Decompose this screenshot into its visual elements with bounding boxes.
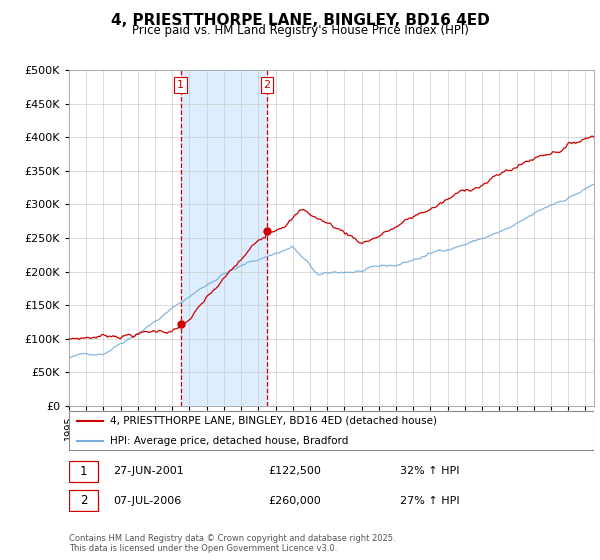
Text: £260,000: £260,000	[269, 496, 321, 506]
FancyBboxPatch shape	[69, 490, 98, 511]
Text: 2: 2	[263, 80, 271, 90]
Text: 27-JUN-2001: 27-JUN-2001	[113, 466, 184, 476]
Text: 27% ↑ HPI: 27% ↑ HPI	[400, 496, 460, 506]
Text: 32% ↑ HPI: 32% ↑ HPI	[400, 466, 459, 476]
FancyBboxPatch shape	[69, 411, 594, 450]
Text: 1: 1	[177, 80, 184, 90]
Text: Price paid vs. HM Land Registry's House Price Index (HPI): Price paid vs. HM Land Registry's House …	[131, 24, 469, 37]
Text: 2: 2	[80, 494, 88, 507]
FancyBboxPatch shape	[69, 461, 98, 482]
Text: 07-JUL-2006: 07-JUL-2006	[113, 496, 182, 506]
Text: £122,500: £122,500	[269, 466, 322, 476]
Text: HPI: Average price, detached house, Bradford: HPI: Average price, detached house, Brad…	[110, 436, 349, 446]
Bar	[181, 70, 267, 406]
Text: 4, PRIESTTHORPE LANE, BINGLEY, BD16 4ED: 4, PRIESTTHORPE LANE, BINGLEY, BD16 4ED	[110, 13, 490, 28]
Text: Contains HM Land Registry data © Crown copyright and database right 2025.
This d: Contains HM Land Registry data © Crown c…	[69, 534, 395, 553]
Text: 4, PRIESTTHORPE LANE, BINGLEY, BD16 4ED (detached house): 4, PRIESTTHORPE LANE, BINGLEY, BD16 4ED …	[110, 416, 437, 426]
Text: 1: 1	[80, 465, 88, 478]
